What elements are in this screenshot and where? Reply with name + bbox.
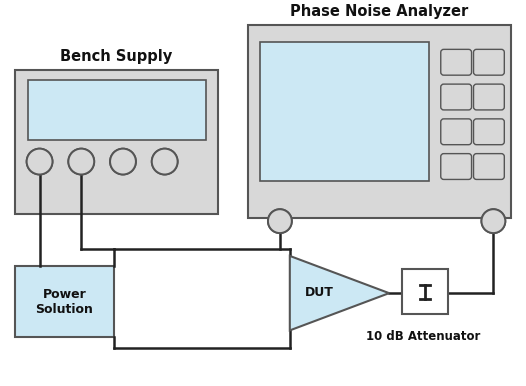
Bar: [28, 80, 206, 140]
FancyBboxPatch shape: [473, 49, 504, 75]
Bar: [248, 25, 511, 218]
Circle shape: [152, 149, 178, 174]
Bar: [15, 266, 114, 337]
Circle shape: [68, 149, 94, 174]
Text: Phase Noise Analyzer: Phase Noise Analyzer: [290, 3, 468, 19]
Circle shape: [481, 209, 505, 233]
Polygon shape: [290, 256, 389, 330]
FancyBboxPatch shape: [473, 84, 504, 110]
Circle shape: [110, 149, 136, 174]
FancyBboxPatch shape: [473, 119, 504, 145]
Circle shape: [268, 209, 292, 233]
Text: DUT: DUT: [305, 286, 334, 299]
Text: 10 dB Attenuator: 10 dB Attenuator: [366, 330, 480, 344]
Circle shape: [268, 209, 292, 233]
FancyBboxPatch shape: [441, 119, 471, 145]
Circle shape: [27, 149, 53, 174]
Bar: [15, 70, 218, 214]
FancyBboxPatch shape: [441, 84, 471, 110]
FancyBboxPatch shape: [473, 154, 504, 179]
Circle shape: [110, 149, 136, 174]
Circle shape: [481, 209, 505, 233]
Text: Power
Solution: Power Solution: [35, 288, 93, 316]
Text: Bench Supply: Bench Supply: [60, 49, 172, 64]
FancyBboxPatch shape: [441, 49, 471, 75]
Bar: [260, 42, 429, 181]
Circle shape: [68, 149, 94, 174]
Circle shape: [27, 149, 53, 174]
Bar: [402, 269, 448, 315]
FancyBboxPatch shape: [441, 154, 471, 179]
Circle shape: [152, 149, 178, 174]
